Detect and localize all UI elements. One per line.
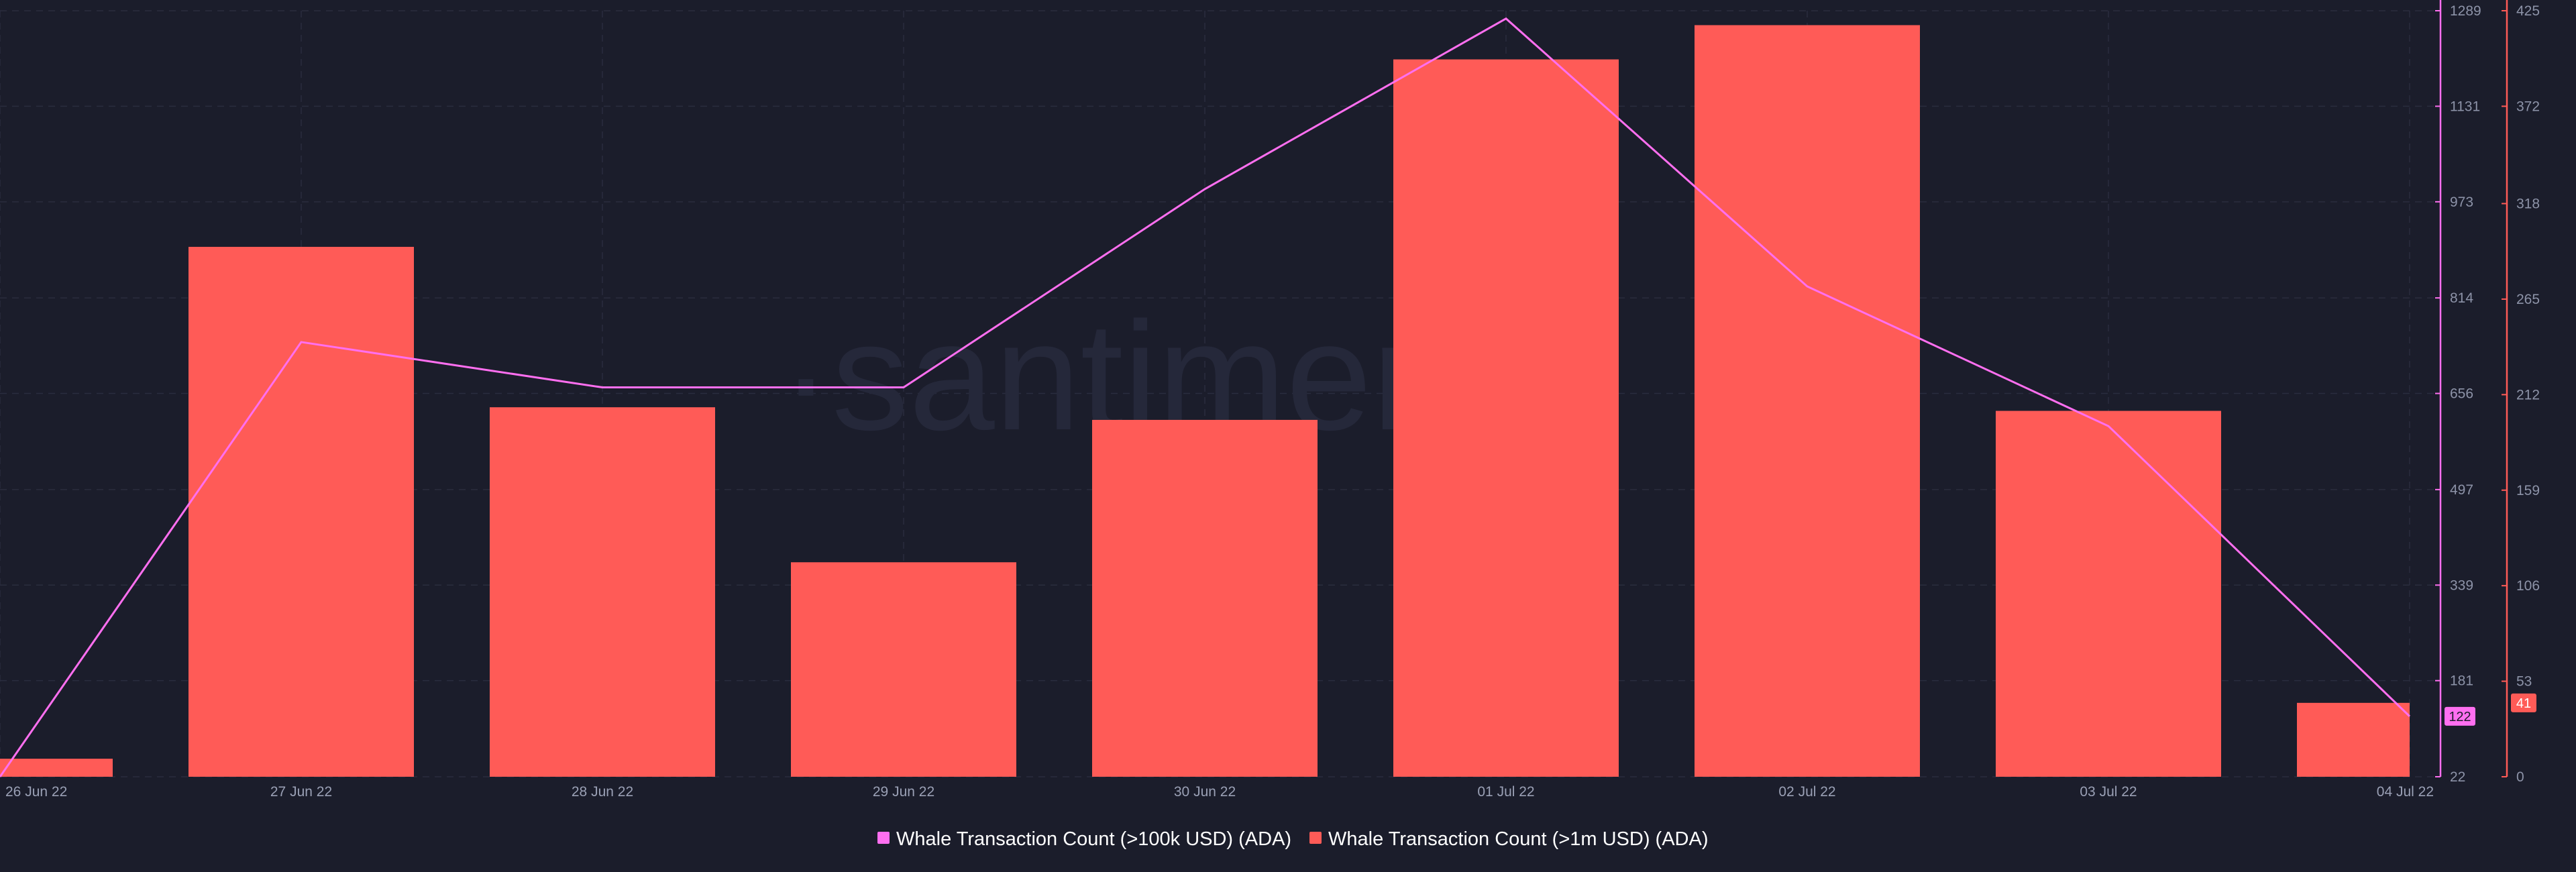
right-tick-label: 106 xyxy=(2516,578,2540,594)
x-tick-label: 27 Jun 22 xyxy=(270,784,332,800)
left-tick-label: 1289 xyxy=(2450,3,2481,19)
legend[interactable]: Whale Transaction Count (>100k USD) (ADA… xyxy=(877,828,1709,850)
x-tick-label: 26 Jun 22 xyxy=(5,784,67,800)
left-tick-label: 1131 xyxy=(2450,99,2480,114)
legend-label-line[interactable]: Whale Transaction Count (>100k USD) (ADA… xyxy=(896,828,1291,850)
right-tick-label: 212 xyxy=(2516,387,2540,402)
x-tick-label: 01 Jul 22 xyxy=(1477,784,1534,800)
bar-30-jun-22[interactable] xyxy=(1092,419,1318,777)
right-tick-label: 425 xyxy=(2516,3,2540,19)
line-series[interactable] xyxy=(0,17,2411,777)
x-tick-label: 30 Jun 22 xyxy=(1174,784,1236,800)
x-tick-label: 03 Jul 22 xyxy=(2080,784,2137,800)
left-last-value-label: 122 xyxy=(2449,710,2471,724)
left-tick-label: 22 xyxy=(2450,769,2465,785)
bar-series[interactable] xyxy=(0,25,2410,777)
bar-28-jun-22[interactable] xyxy=(490,407,715,777)
right-tick-label: 53 xyxy=(2516,674,2532,690)
x-tick-label: 29 Jun 22 xyxy=(873,784,934,800)
legend-label-bar[interactable]: Whale Transaction Count (>1m USD) (ADA) xyxy=(1328,828,1709,850)
x-axis-ticks: 26 Jun 22 27 Jun 22 28 Jun 22 29 Jun 22 30 J… xyxy=(5,784,2434,800)
right-tick-label: 265 xyxy=(2516,292,2540,307)
right-tick-label: 0 xyxy=(2516,769,2524,785)
left-tick-label: 339 xyxy=(2450,578,2473,593)
left-tick-label: 181 xyxy=(2450,673,2473,689)
bar-02-jul-22[interactable] xyxy=(1695,25,1920,777)
bar-26-jun-22[interactable] xyxy=(0,759,113,777)
right-tick-label: 372 xyxy=(2516,99,2540,114)
bar-27-jun-22[interactable] xyxy=(189,247,414,777)
legend-swatch-line[interactable] xyxy=(877,832,890,844)
bar-29-jun-22[interactable] xyxy=(791,562,1016,777)
left-tick-label: 656 xyxy=(2450,386,2473,402)
x-tick-label: 04 Jul 22 xyxy=(2377,784,2434,800)
right-last-value-badge xyxy=(2511,693,2536,712)
right-tick-label: 318 xyxy=(2516,197,2540,212)
right-last-value-label: 41 xyxy=(2516,696,2531,711)
left-tick-label: 497 xyxy=(2450,482,2473,498)
bar-01-jul-22[interactable] xyxy=(1393,59,1619,777)
left-last-value-badge xyxy=(2445,706,2475,726)
right-tick-label: 159 xyxy=(2516,483,2540,498)
left-tick-label: 973 xyxy=(2450,195,2473,210)
legend-swatch-bar[interactable] xyxy=(1309,832,1322,844)
bar-03-jul-22[interactable] xyxy=(1996,411,2221,777)
line-whale-100k[interactable] xyxy=(0,17,2411,777)
bar-04-jul-22[interactable] xyxy=(2297,702,2410,777)
x-tick-label: 02 Jul 22 xyxy=(1778,784,1835,800)
x-tick-label: 28 Jun 22 xyxy=(572,784,633,800)
left-tick-label: 814 xyxy=(2450,290,2473,306)
axes: 22 181 339 497 656 814 973 1131 1289 0 53 106 159 212… xyxy=(2435,0,2540,785)
